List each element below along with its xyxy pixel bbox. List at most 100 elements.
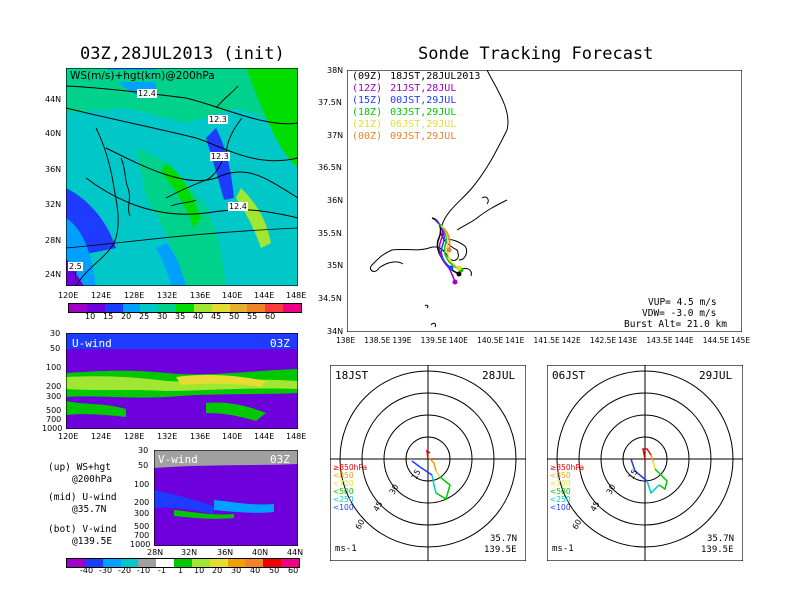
pressure-tick: 50 bbox=[50, 344, 61, 353]
lat-tick: 40N bbox=[252, 548, 269, 557]
colorbar-swatch bbox=[102, 559, 121, 567]
colorbar-tick: 60 bbox=[265, 312, 276, 321]
lon-tick: 139.5E bbox=[420, 336, 447, 345]
lat-tick: 36.5N bbox=[318, 163, 342, 172]
colorbar-swatch bbox=[174, 559, 192, 567]
colorbar-tick: 40 bbox=[250, 566, 261, 575]
colorbar-tick: 50 bbox=[229, 312, 240, 321]
note-up-b: @200hPa bbox=[72, 474, 113, 485]
pressure-tick: 30 bbox=[138, 446, 149, 455]
level-legend-entry: ≥850hPa bbox=[550, 463, 585, 472]
lat-tick: 24N bbox=[45, 270, 62, 279]
vup-readout: VUP= 4.5 m/s bbox=[648, 297, 717, 308]
lat-tick: 34N bbox=[327, 327, 344, 336]
colorbar-swatch bbox=[229, 304, 248, 312]
lat-tick: 36N bbox=[217, 548, 234, 557]
colorbar-tick: 45 bbox=[211, 312, 222, 321]
level-legend-entry: <700 bbox=[333, 479, 354, 488]
track-endpoint bbox=[452, 279, 458, 285]
lat-tick: 32N bbox=[45, 200, 62, 209]
colorbar-swatch bbox=[138, 559, 157, 567]
lat-tick: 28N bbox=[147, 548, 164, 557]
track-legend-code: (18Z) bbox=[352, 107, 383, 118]
colorbar-tick: 35 bbox=[175, 312, 186, 321]
lon-tick: 132E bbox=[157, 291, 178, 300]
level-legend-entry: <100 bbox=[550, 503, 571, 512]
hodograph-left bbox=[329, 364, 527, 562]
lon-tick: 136E bbox=[190, 432, 211, 441]
colorbar-swatch bbox=[69, 304, 87, 312]
track-map-svg bbox=[346, 69, 743, 333]
colorbar-swatch bbox=[263, 559, 282, 567]
colorbar-swatch bbox=[156, 559, 175, 567]
lon-tick: 148E bbox=[286, 432, 307, 441]
lon-tick: 148E bbox=[286, 291, 307, 300]
upper-wind-map bbox=[65, 67, 299, 287]
colorbar-swatch bbox=[281, 559, 299, 567]
track-legend-entry: (09Z) 18JST,28JUL2013 bbox=[352, 71, 480, 82]
colorbar-swatch bbox=[86, 304, 105, 312]
upper-wind-map-svg bbox=[65, 67, 299, 287]
lon-tick: 141.5E bbox=[533, 336, 560, 345]
lon-tick: 132E bbox=[157, 432, 178, 441]
track-legend-code: (21Z) bbox=[352, 119, 383, 130]
pressure-tick: 700 bbox=[134, 531, 150, 540]
level-legend-entry: <250 bbox=[333, 495, 354, 504]
lon-tick: 140E bbox=[222, 432, 243, 441]
track-legend-entry: (21Z) 06JST,29JUL bbox=[352, 119, 456, 130]
colorbar-swatch bbox=[193, 304, 212, 312]
colorbar-tick: 60 bbox=[288, 566, 299, 575]
v-wind-time: 03Z bbox=[270, 453, 290, 466]
colorbar-swatch bbox=[191, 559, 210, 567]
pressure-tick: 500 bbox=[134, 522, 150, 531]
lat-tick: 36N bbox=[327, 196, 344, 205]
pressure-tick: 30 bbox=[50, 329, 61, 338]
colorbar-tick: 20 bbox=[121, 312, 132, 321]
lon-tick: 140E bbox=[448, 336, 468, 345]
colorbar-tick: -40 bbox=[80, 566, 94, 575]
pressure-tick: 50 bbox=[138, 461, 149, 470]
lon-tick: 144.5E bbox=[702, 336, 729, 345]
lon-tick: 128E bbox=[124, 291, 145, 300]
lat-tick: 44N bbox=[45, 95, 62, 104]
hodo-right-unit: ms-1 bbox=[552, 544, 574, 554]
pressure-tick: 100 bbox=[46, 363, 62, 372]
lon-tick: 138E bbox=[336, 336, 356, 345]
contour-label: 12.4 bbox=[137, 89, 157, 98]
track-legend-code: (09Z) bbox=[352, 71, 383, 82]
track-legend-entry: (00Z) 09JST,29JUL bbox=[352, 131, 456, 142]
lon-tick: 124E bbox=[91, 291, 112, 300]
track-legend-time: 18JST,28JUL2013 bbox=[390, 71, 481, 82]
v-wind-panel bbox=[153, 449, 299, 547]
colorbar-swatch bbox=[283, 304, 301, 312]
v-colorbar bbox=[66, 558, 300, 568]
level-legend-entry: <500 bbox=[550, 487, 571, 496]
hodo-right-lon: 139.5E bbox=[701, 545, 734, 555]
lon-tick: 138.5E bbox=[364, 336, 391, 345]
u-wind-panel bbox=[65, 332, 299, 430]
colorbar-swatch bbox=[84, 559, 103, 567]
lat-tick: 37.5N bbox=[318, 98, 342, 107]
pressure-tick: 200 bbox=[134, 498, 150, 507]
track-legend-code: (15Z) bbox=[352, 95, 383, 106]
pressure-tick: 300 bbox=[46, 392, 62, 401]
lon-tick: 142.5E bbox=[589, 336, 617, 345]
lat-tick: 37N bbox=[327, 131, 344, 140]
upper-colorbar bbox=[68, 303, 302, 313]
hodo-left-date: 28JUL bbox=[482, 369, 516, 382]
colorbar-swatch bbox=[120, 559, 139, 567]
colorbar-tick: -10 bbox=[137, 566, 151, 575]
lat-tick: 44N bbox=[287, 548, 304, 557]
colorbar-tick: 30 bbox=[231, 566, 242, 575]
colorbar-tick: 1 bbox=[178, 566, 184, 575]
lat-tick: 34.5N bbox=[318, 294, 342, 303]
lon-tick: 136E bbox=[190, 291, 211, 300]
colorbar-tick: -1 bbox=[158, 566, 166, 575]
colorbar-swatch bbox=[140, 304, 159, 312]
note-mid-a: (mid) U-wind bbox=[48, 492, 117, 503]
colorbar-swatch bbox=[247, 304, 266, 312]
track-legend-code: (12Z) bbox=[352, 83, 383, 94]
level-legend-entry: <500 bbox=[333, 487, 354, 496]
colorbar-tick: 10 bbox=[194, 566, 205, 575]
lat-tick: 36N bbox=[45, 165, 62, 174]
